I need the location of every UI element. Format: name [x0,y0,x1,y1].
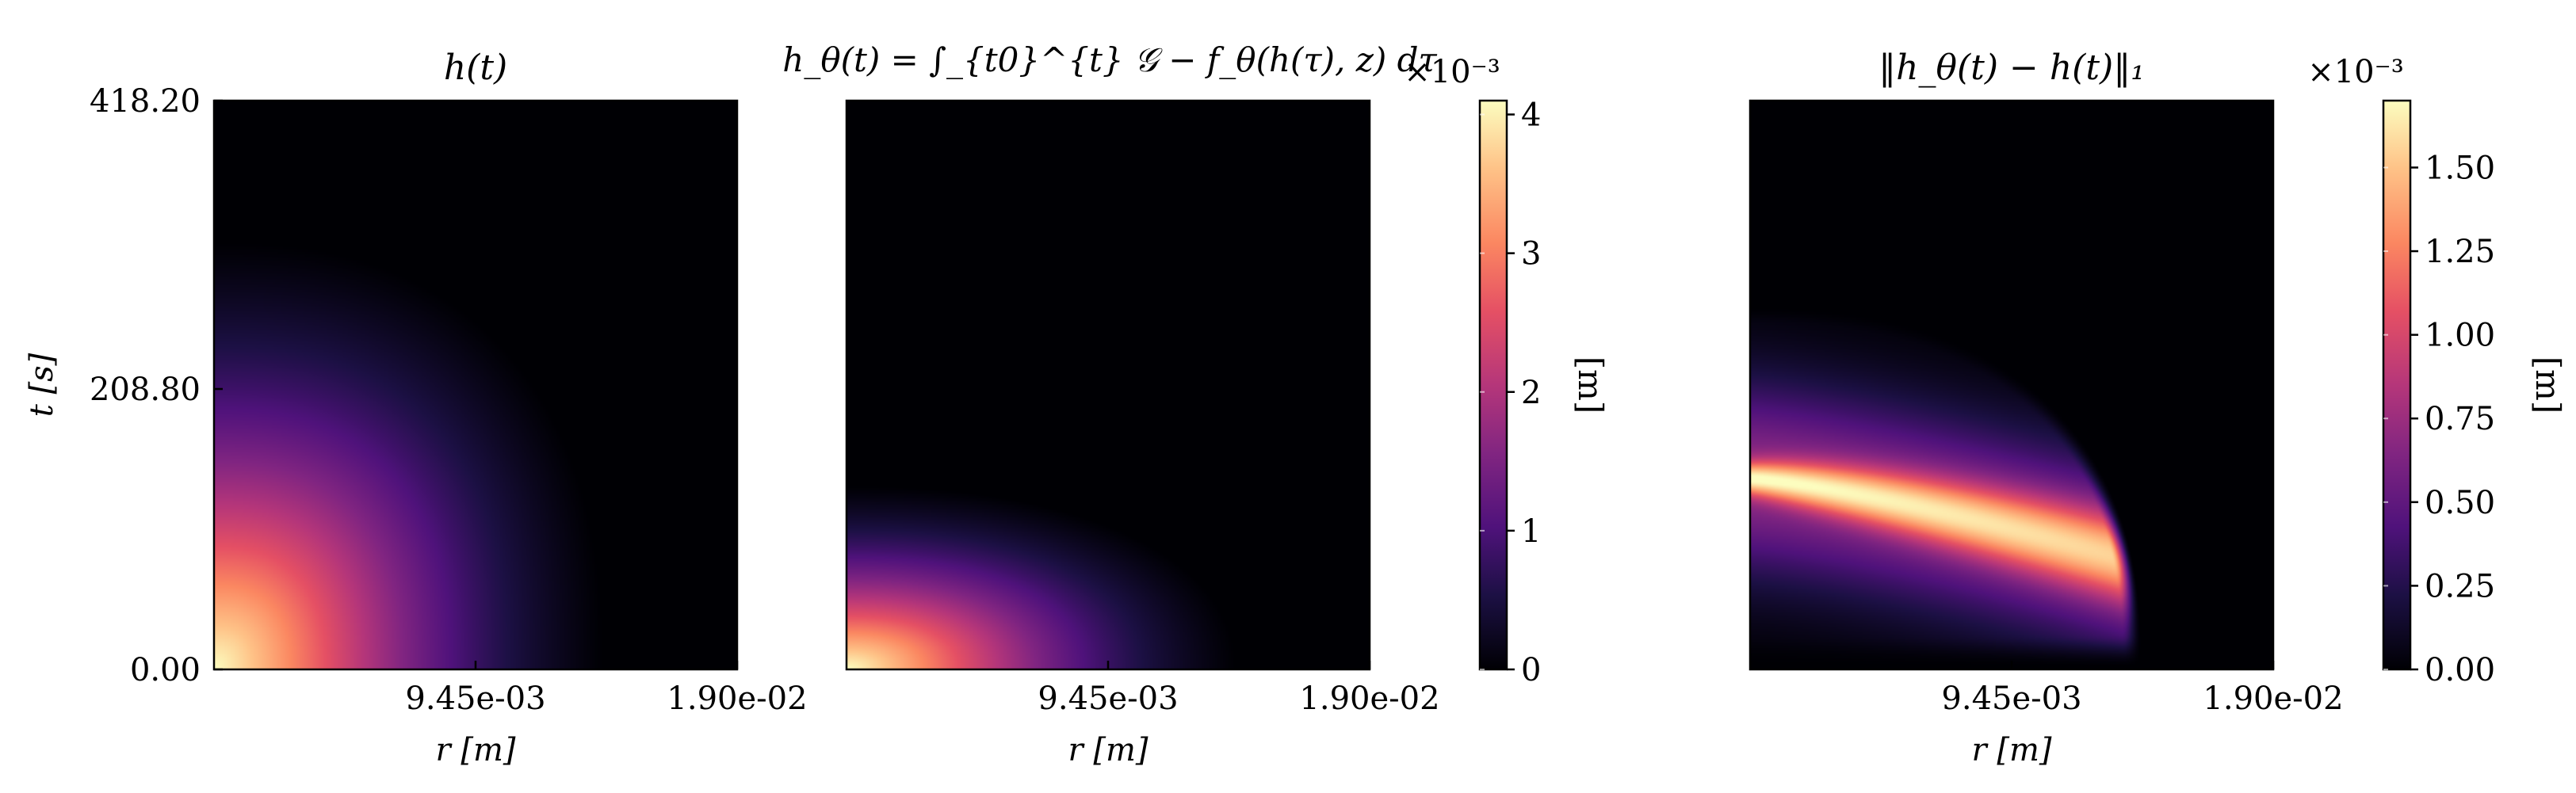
y-tick-label: 418.20 [90,83,201,120]
colorbar-tick-label: 2 [1521,375,1541,411]
panel-error-heatmap [1750,101,2273,669]
colorbar-2-multiplier: ×10⁻³ [2307,54,2404,90]
panel-h-theta-title: h_θ(t) = ∫_{t0}^{t} 𝒢 − f_θ(h(τ), z) dτ [782,40,1437,79]
x-tick-label: 1.90e-02 [1299,681,1439,717]
x-tick-label: 1.90e-02 [2203,681,2343,717]
colorbar-tick-label: 1.00 [2425,318,2495,354]
colorbar-tick-label: 1 [1521,513,1541,550]
panel-h-theta-x-axis: 9.45e-03 1.90e-02 r [m] [1038,661,1440,768]
colorbar-2-ticks: 0.00 0.25 0.50 0.75 1.00 1.25 1.50 [2383,150,2495,688]
colorbar-1-ticks: 0 1 2 3 4 [1480,97,1541,688]
x-axis-label: r [m] [1068,732,1148,768]
x-axis-label: r [m] [1972,732,2052,768]
colorbar-tick-label: 0.25 [2425,568,2495,604]
panel-h: h(t) 418.20 208.80 0.00 t [s] 9.45e-03 1… [24,48,808,768]
colorbar-1-multiplier: ×10⁻³ [1404,54,1500,90]
x-tick-label: 1.90e-02 [667,681,807,717]
panel-h-heatmap [214,101,737,669]
x-axis-label: r [m] [436,732,516,768]
colorbar-tick-label: 3 [1521,236,1541,273]
panel-error-x-axis: 9.45e-03 1.90e-02 r [m] [1941,661,2344,768]
panel-error: ‖h_θ(t) − h(t)‖₁ 9.45e-03 1.90e-02 r [m] [1749,48,2344,768]
panel-h-theta: h_θ(t) = ∫_{t0}^{t} 𝒢 − f_θ(h(τ), z) dτ … [782,40,1439,768]
colorbar-2: 0.00 0.25 0.50 0.75 1.00 1.25 1.50 ×10⁻³ [m] [2307,54,2567,688]
colorbar-tick-label: 1.50 [2425,150,2495,186]
x-tick-label: 9.45e-03 [1941,681,2081,717]
colorbar-1-label: [m] [1571,356,1610,414]
x-tick-label: 9.45e-03 [1038,681,1178,717]
colorbar-tick-label: 0.00 [2425,652,2495,688]
panel-h-theta-heatmap [847,101,1370,669]
y-tick-label: 0.00 [130,652,201,688]
x-tick-label: 9.45e-03 [405,681,545,717]
colorbar-tick-label: 0 [1521,652,1541,688]
colorbar-1-frame [1478,99,1508,671]
colorbar-tick-label: 0.50 [2425,485,2495,521]
colorbar-1-gradient [1480,101,1507,669]
colorbar-tick-label: 1.25 [2425,234,2495,270]
panel-h-title: h(t) [444,48,507,88]
colorbar-2-gradient [2383,101,2410,669]
colorbar-2-label: [m] [2528,356,2567,414]
colorbar-1: 0 1 2 3 4 ×10⁻³ [m] [1404,54,1610,688]
panel-h-y-axis: 418.20 208.80 0.00 t [s] [24,83,223,688]
colorbar-tick-label: 4 [1521,97,1541,134]
colorbar-2-frame [2382,99,2412,671]
panel-error-title: ‖h_θ(t) − h(t)‖₁ [1878,48,2145,88]
colorbar-tick-label: 0.75 [2425,401,2495,437]
y-axis-label: t [s] [24,353,60,417]
y-tick-label: 208.80 [90,372,201,408]
panel-h-x-axis: 9.45e-03 1.90e-02 r [m] [405,661,808,768]
